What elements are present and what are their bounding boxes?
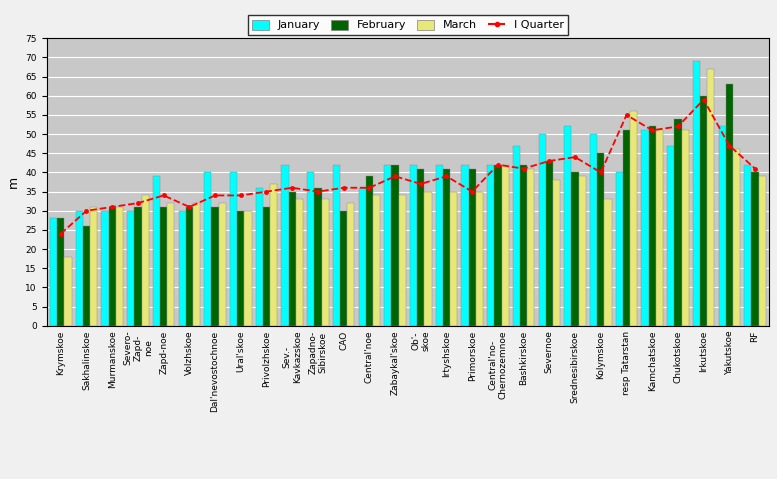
Bar [571, 172, 579, 326]
Bar [211, 207, 218, 326]
Bar [501, 165, 509, 326]
Bar [109, 207, 116, 326]
Bar [615, 172, 623, 326]
Bar [127, 211, 134, 326]
Bar [296, 199, 303, 326]
Bar [733, 149, 740, 326]
Bar [204, 172, 211, 326]
Bar [315, 188, 322, 326]
Bar [436, 165, 443, 326]
Bar [462, 165, 469, 326]
Bar [494, 165, 501, 326]
Bar [101, 211, 109, 326]
Bar [700, 96, 707, 326]
Bar [245, 211, 252, 326]
Bar [443, 169, 450, 326]
Bar [116, 207, 123, 326]
Bar [605, 199, 611, 326]
Bar [751, 172, 758, 326]
Bar [50, 218, 57, 326]
Bar [487, 165, 494, 326]
Bar [726, 84, 733, 326]
Bar [373, 195, 380, 326]
Bar [218, 203, 226, 326]
Bar [469, 169, 476, 326]
Bar [513, 146, 520, 326]
Bar [340, 211, 347, 326]
Bar [90, 207, 97, 326]
Bar [707, 69, 715, 326]
Bar [656, 130, 663, 326]
Bar [450, 192, 458, 326]
Bar [333, 165, 340, 326]
Bar [186, 207, 193, 326]
Bar [64, 257, 71, 326]
Bar [681, 130, 688, 326]
Bar [642, 130, 649, 326]
Bar [75, 211, 83, 326]
Bar [476, 192, 483, 326]
Bar [758, 176, 766, 326]
Bar [141, 195, 148, 326]
Bar [545, 161, 553, 326]
Bar [134, 207, 141, 326]
Bar [590, 134, 598, 326]
Bar [399, 195, 406, 326]
Legend: January, February, March, I Quarter: January, February, March, I Quarter [248, 15, 568, 35]
Bar [392, 165, 399, 326]
Bar [57, 218, 64, 326]
Bar [667, 146, 674, 326]
Bar [417, 169, 424, 326]
Bar [630, 111, 637, 326]
Bar [358, 188, 366, 326]
Bar [623, 130, 630, 326]
Bar [288, 192, 296, 326]
Bar [553, 180, 560, 326]
Bar [598, 153, 605, 326]
Bar [179, 211, 186, 326]
Bar [83, 226, 90, 326]
Bar [230, 172, 237, 326]
Bar [347, 203, 354, 326]
Bar [281, 165, 288, 326]
Bar [410, 165, 417, 326]
Bar [564, 126, 571, 326]
Bar [307, 172, 315, 326]
Bar [193, 203, 200, 326]
Bar [270, 184, 277, 326]
Bar [153, 176, 160, 326]
Bar [366, 176, 373, 326]
Bar [520, 165, 528, 326]
Bar [744, 165, 751, 326]
Bar [424, 192, 431, 326]
Bar [538, 134, 545, 326]
Bar [693, 61, 700, 326]
Bar [719, 126, 726, 326]
Y-axis label: m: m [7, 176, 20, 188]
Bar [160, 207, 167, 326]
Bar [385, 165, 392, 326]
Bar [649, 126, 656, 326]
Bar [322, 199, 329, 326]
Bar [237, 211, 245, 326]
Bar [256, 188, 263, 326]
Bar [528, 169, 535, 326]
Bar [263, 207, 270, 326]
Bar [674, 119, 681, 326]
Bar [167, 203, 174, 326]
Bar [579, 176, 586, 326]
